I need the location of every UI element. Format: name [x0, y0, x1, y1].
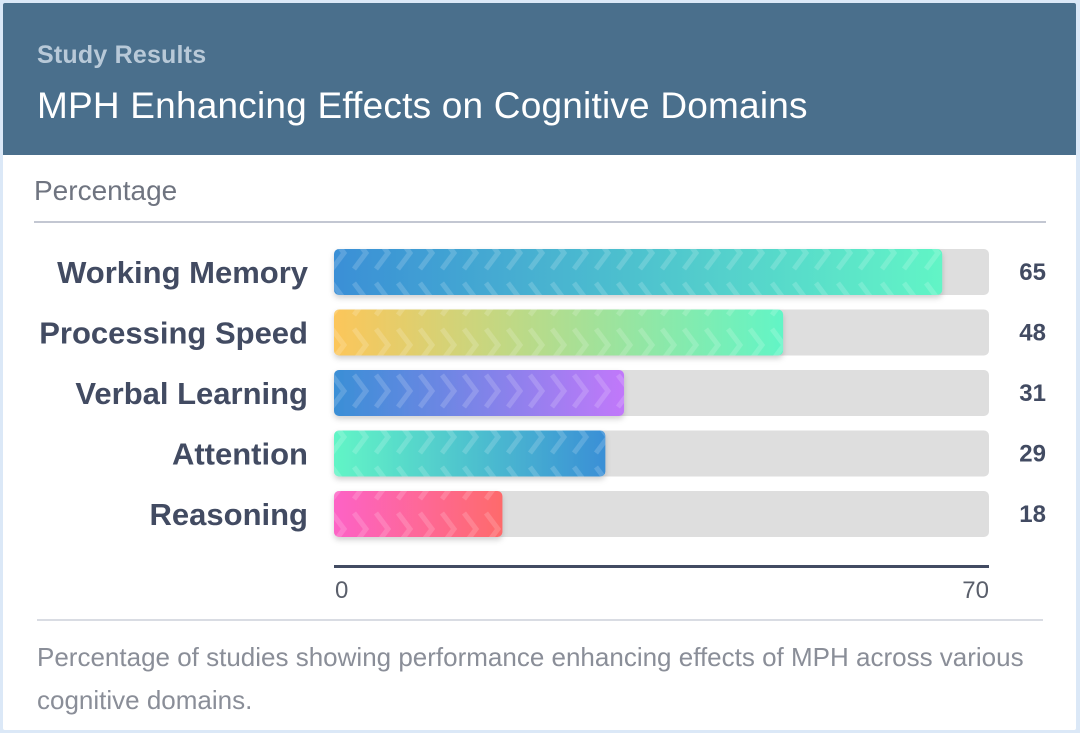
category-label-processing-speed: Processing Speed: [39, 316, 308, 351]
x-axis-line: [334, 565, 989, 568]
bar-pattern-working-memory: [334, 249, 943, 295]
x-tick-max: 70: [962, 577, 989, 604]
bar-pattern-attention: [334, 430, 606, 477]
category-label-verbal-learning: Verbal Learning: [75, 376, 308, 411]
category-label-working-memory: Working Memory: [57, 255, 309, 290]
value-label-verbal-learning: 31: [1019, 380, 1046, 407]
value-label-reasoning: 18: [1019, 501, 1046, 528]
bar-pattern-verbal-learning: [334, 370, 625, 416]
value-label-processing-speed: 48: [1019, 320, 1046, 347]
x-tick-min: 0: [335, 577, 348, 604]
divider-bottom: [37, 619, 1043, 621]
value-label-working-memory: 65: [1019, 259, 1046, 286]
card-header: Study Results MPH Enhancing Effects on C…: [3, 3, 1076, 155]
value-label-attention: 29: [1019, 441, 1046, 468]
bar-pattern-processing-speed: [334, 309, 784, 356]
axis-title: Percentage: [34, 175, 178, 206]
chart-card: Study Results MPH Enhancing Effects on C…: [3, 3, 1076, 730]
chart-title: MPH Enhancing Effects on Cognitive Domai…: [37, 85, 808, 126]
category-label-attention: Attention: [172, 437, 308, 472]
bar-pattern-reasoning: [334, 491, 503, 537]
divider-top: [34, 221, 1046, 223]
category-label-reasoning: Reasoning: [150, 497, 308, 532]
header-eyebrow: Study Results: [37, 41, 207, 69]
chart-caption: Percentage of studies showing performanc…: [37, 642, 1024, 715]
